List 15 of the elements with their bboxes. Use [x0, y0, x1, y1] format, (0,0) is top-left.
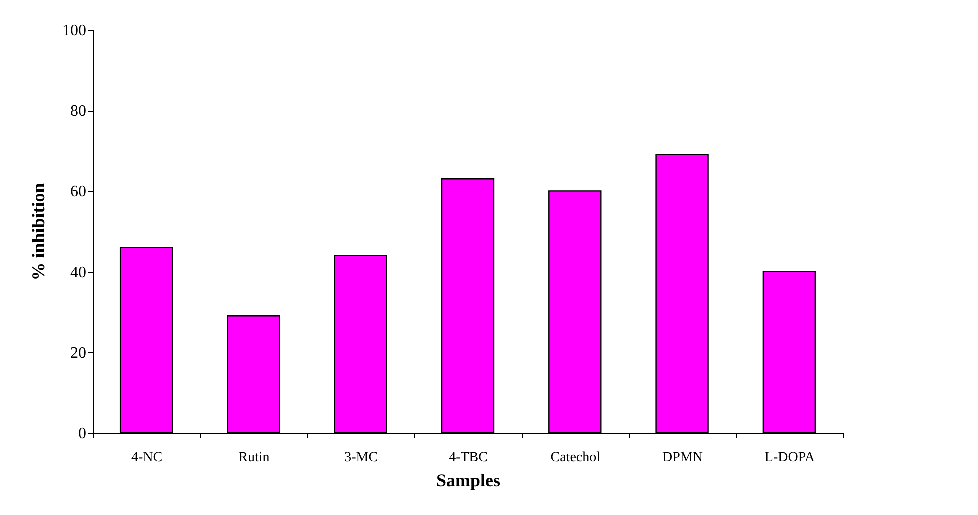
y-tick-label: 80	[70, 103, 86, 120]
y-tick-label: 40	[70, 264, 86, 282]
x-tick-label: 3-MC	[344, 450, 378, 466]
y-tick-label: 60	[70, 184, 86, 201]
x-tick-label: Catechol	[550, 450, 601, 466]
y-tick-label: 0	[78, 426, 86, 442]
y-axis-title: % inhibition	[28, 183, 48, 281]
y-tick-label: 100	[62, 22, 86, 40]
x-tick-label: DPMN	[662, 450, 704, 466]
y-tick-label: 20	[70, 344, 86, 362]
x-tick-label: L-DOPA	[764, 450, 816, 466]
x-tick-label: Rutin	[238, 450, 270, 466]
x-tick-label: 4-NC	[132, 450, 163, 466]
x-tick-label: 4-TBC	[449, 450, 488, 466]
x-axis-title: Samples	[436, 470, 501, 490]
